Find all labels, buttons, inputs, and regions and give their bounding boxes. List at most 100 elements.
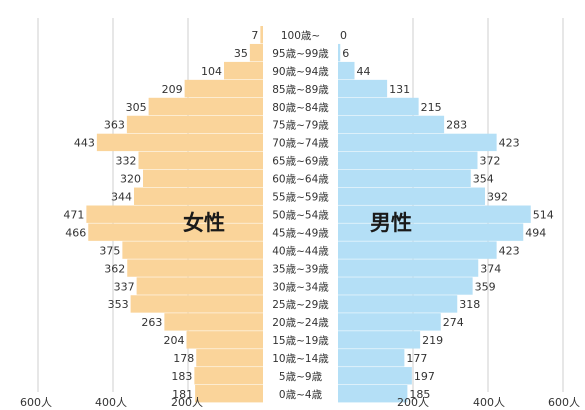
value-label-male-6: 423 (499, 137, 520, 150)
value-label-male-8: 354 (473, 173, 494, 186)
bar-male-9 (338, 187, 485, 205)
bar-male-18 (338, 349, 405, 367)
bar-female-17 (186, 331, 263, 349)
bar-male-20 (338, 385, 408, 403)
value-label-female-20: 181 (172, 388, 193, 401)
age-label-13: 35歳~39歳 (272, 263, 329, 275)
value-label-male-18: 177 (406, 352, 427, 365)
bar-female-13 (127, 259, 263, 277)
bars (86, 26, 531, 403)
bar-male-1 (338, 43, 341, 62)
value-label-female-14: 337 (114, 280, 135, 293)
bar-female-10 (86, 205, 263, 223)
bar-male-3 (338, 79, 388, 98)
value-label-female-2: 104 (201, 65, 222, 78)
male-label: 男性 (370, 211, 412, 235)
value-label-male-10: 514 (533, 208, 554, 221)
age-label-0: 100歳~ (281, 30, 320, 42)
value-label-female-6: 443 (74, 137, 95, 150)
bar-male-15 (338, 295, 458, 313)
bar-female-12 (122, 241, 263, 259)
x-tick-right-600: 600人 (548, 396, 580, 409)
value-label-male-2: 44 (357, 65, 371, 78)
age-label-3: 85歳~89歳 (272, 84, 329, 96)
value-label-male-13: 374 (480, 262, 501, 275)
age-label-5: 75歳~79歳 (272, 120, 329, 132)
value-label-male-19: 197 (414, 370, 435, 383)
value-label-male-12: 423 (499, 244, 520, 257)
value-label-female-17: 204 (164, 334, 185, 347)
bar-male-6 (338, 133, 497, 152)
bar-male-5 (338, 115, 445, 134)
bar-female-20 (195, 385, 263, 403)
value-label-female-4: 305 (126, 101, 147, 114)
bar-male-19 (338, 367, 412, 385)
age-label-7: 65歳~69歳 (272, 156, 329, 168)
female-label: 女性 (183, 211, 225, 235)
bar-female-1 (249, 43, 263, 62)
value-label-male-9: 392 (487, 191, 508, 204)
value-label-female-8: 320 (120, 173, 141, 186)
bar-male-8 (338, 169, 471, 187)
value-labels: 7 0 35 6 104 44 209 131 305 215 363 283 443 423 332 372… (63, 29, 553, 401)
bar-male-2 (338, 61, 355, 80)
bar-female-9 (134, 187, 263, 205)
age-label-9: 55歳~59歳 (272, 192, 329, 204)
value-label-female-12: 375 (99, 244, 120, 257)
x-tick-right-400: 400人 (473, 396, 505, 409)
value-label-female-3: 209 (162, 83, 183, 96)
bar-female-5 (126, 115, 263, 134)
value-label-male-20: 185 (409, 388, 430, 401)
age-label-18: 10歳~14歳 (272, 353, 329, 365)
age-label-8: 60歳~64歳 (272, 174, 329, 186)
age-label-20: 0歳~4歳 (279, 389, 323, 401)
bar-female-6 (96, 133, 263, 152)
value-label-female-11: 466 (65, 226, 86, 239)
age-label-6: 70歳~74歳 (272, 138, 329, 150)
bar-female-3 (184, 79, 263, 98)
x-tick-left-400: 400人 (95, 396, 127, 409)
value-label-male-11: 494 (525, 226, 546, 239)
value-label-male-14: 359 (475, 280, 496, 293)
bar-male-13 (338, 259, 479, 277)
age-label-12: 40歳~44歳 (272, 245, 329, 257)
x-tick-left-600: 600人 (20, 396, 52, 409)
value-label-female-1: 35 (234, 47, 248, 60)
bar-male-7 (338, 151, 478, 170)
x-tick-right-200: 200人 (397, 396, 429, 409)
bar-female-15 (130, 295, 263, 313)
value-label-female-18: 178 (173, 352, 194, 365)
value-label-male-16: 274 (443, 316, 464, 329)
bar-female-19 (194, 367, 263, 385)
value-label-male-15: 318 (459, 298, 480, 311)
value-label-female-15: 353 (108, 298, 129, 311)
value-label-female-7: 332 (116, 155, 137, 168)
bar-female-16 (164, 313, 263, 331)
age-label-11: 45歳~49歳 (272, 227, 329, 239)
value-label-male-3: 131 (389, 83, 410, 96)
age-label-15: 25歳~29歳 (272, 299, 329, 311)
age-label-16: 20歳~24歳 (272, 317, 329, 329)
age-group-labels: 100歳~ 95歳~99歳 90歳~94歳 85歳~89歳 80歳~84歳 75歳~79歳… (272, 30, 329, 401)
age-label-19: 5歳~9歳 (279, 371, 323, 383)
age-label-4: 80歳~84歳 (272, 102, 329, 114)
bar-female-0 (260, 26, 263, 44)
x-tick-left-200: 200人 (171, 396, 203, 409)
bar-male-4 (338, 97, 419, 116)
value-label-female-5: 363 (104, 119, 125, 132)
bar-female-8 (143, 169, 263, 187)
value-label-female-19: 183 (171, 370, 192, 383)
bar-male-12 (338, 241, 497, 259)
x-axis-ticks: 600人 400人 200人 200人 400人 600人 (20, 396, 580, 409)
bar-male-16 (338, 313, 441, 331)
bar-male-17 (338, 331, 421, 349)
value-label-male-1: 6 (342, 47, 349, 60)
value-label-male-0: 0 (340, 29, 347, 42)
age-label-17: 15歳~19歳 (272, 335, 329, 347)
age-label-10: 50歳~54歳 (272, 209, 329, 221)
bar-male-10 (338, 205, 531, 223)
bar-female-11 (88, 223, 263, 241)
bar-male-11 (338, 223, 524, 241)
bar-female-7 (138, 151, 263, 170)
